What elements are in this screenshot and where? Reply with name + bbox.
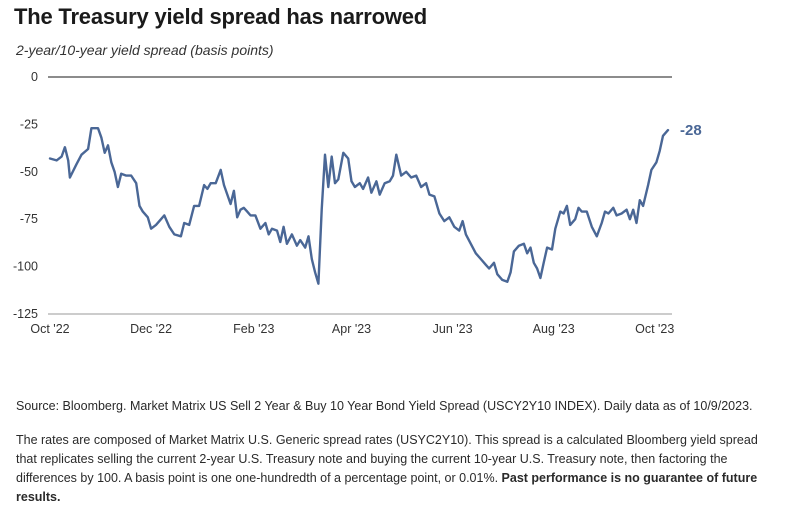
description-text: The rates are composed of Market Matrix … bbox=[16, 433, 758, 485]
y-tick-label: -75 bbox=[20, 212, 38, 226]
x-tick-label: Apr '23 bbox=[332, 322, 371, 336]
y-tick-label: 0 bbox=[31, 70, 38, 84]
y-tick-label: -25 bbox=[20, 117, 38, 131]
x-tick-label: Aug '23 bbox=[533, 322, 575, 336]
x-tick-label: Dec '22 bbox=[130, 322, 172, 336]
chart-title: The Treasury yield spread has narrowed bbox=[14, 4, 428, 29]
y-axis-label: 2-year/10-year yield spread (basis point… bbox=[16, 42, 274, 58]
x-tick-label: Oct '22 bbox=[30, 322, 69, 336]
source-note: Source: Bloomberg. Market Matrix US Sell… bbox=[16, 399, 753, 413]
x-tick-label: Feb '23 bbox=[233, 322, 274, 336]
x-tick-label: Oct '23 bbox=[635, 322, 674, 336]
spread-series-line bbox=[48, 126, 670, 285]
x-tick-label: Jun '23 bbox=[433, 322, 473, 336]
description-note: The rates are composed of Market Matrix … bbox=[16, 431, 776, 507]
end-value-label: -28 bbox=[680, 122, 702, 139]
y-tick-label: -50 bbox=[20, 165, 38, 179]
y-tick-label: -100 bbox=[13, 260, 38, 274]
y-tick-label: -125 bbox=[13, 307, 38, 321]
